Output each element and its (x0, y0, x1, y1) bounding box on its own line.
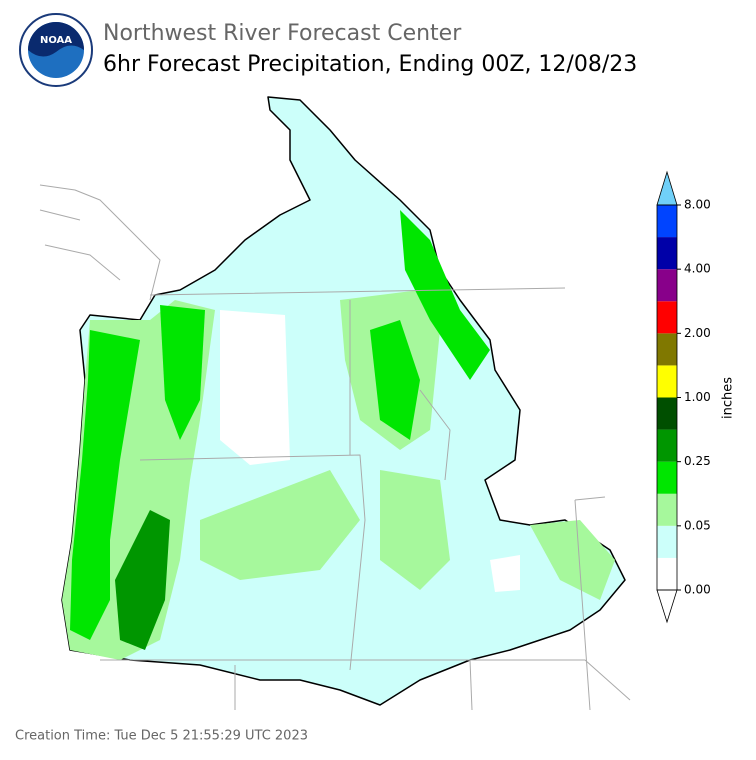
colorbar-segment (657, 525, 677, 558)
colorbar-segment (657, 333, 677, 366)
colorbar-tick-label: 0.05 (684, 518, 711, 532)
colorbar-tick-label: 0.00 (684, 583, 711, 597)
colorbar-segment (657, 493, 677, 526)
colorbar-segment (657, 557, 677, 590)
colorbar-tick-label: 4.00 (684, 262, 711, 276)
colorbar: 0.00 0.05 0.25 1.00 2.00 4.00 8.00 (656, 170, 711, 624)
colorbar-segment (657, 397, 677, 430)
noaa-logo: NOAA (19, 13, 93, 87)
colorbar-segment (657, 205, 677, 238)
colorbar-segment (657, 365, 677, 398)
colorbar-segment (657, 461, 677, 494)
colorbar-tick-label: 0.25 (684, 454, 711, 468)
colorbar-label: inches (721, 377, 736, 419)
colorbar-segment (657, 269, 677, 302)
map (39, 96, 631, 711)
title: Northwest River Forecast Center (103, 21, 462, 46)
colorbar-tick-label: 2.00 (684, 326, 711, 340)
colorbar-tick-label: 8.00 (684, 198, 711, 212)
logo-text: NOAA (40, 35, 72, 46)
colorbar-segment (657, 429, 677, 462)
colorbar-segment (657, 237, 677, 270)
colorbar-tick-label: 1.00 (684, 390, 711, 404)
colorbar-segment (657, 301, 677, 334)
creation-time: Creation Time: Tue Dec 5 21:55:29 UTC 20… (15, 729, 308, 744)
subtitle: 6hr Forecast Precipitation, Ending 00Z, … (103, 52, 637, 77)
